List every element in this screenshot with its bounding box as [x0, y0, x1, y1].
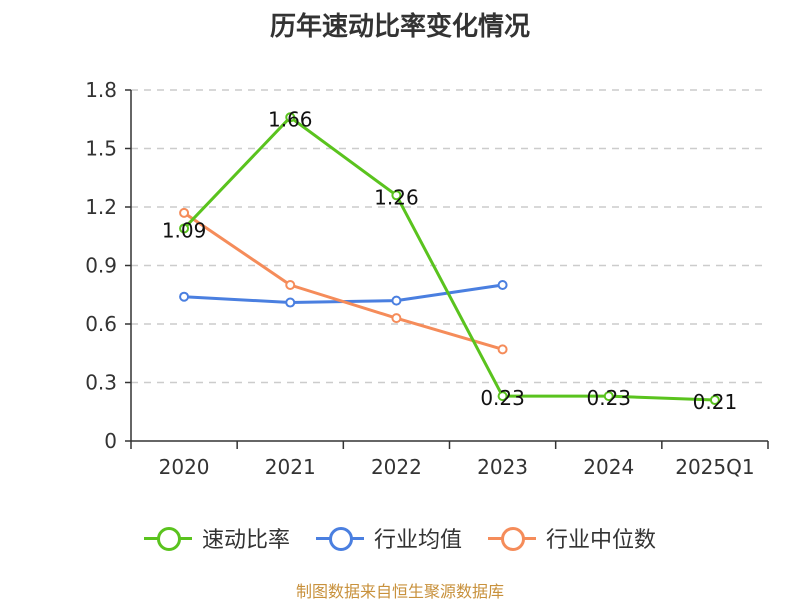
data-point [497, 280, 508, 290]
data-point [179, 207, 190, 218]
data-label: 1.26 [374, 185, 419, 209]
data-label: 0.21 [693, 390, 738, 414]
data-point [497, 344, 508, 355]
x-tick-label: 2025Q1 [675, 455, 754, 479]
y-tick-label: 1.8 [85, 78, 117, 102]
data-point [285, 297, 296, 308]
series-line [182, 115, 715, 402]
data-point [391, 313, 402, 324]
data-point [391, 295, 402, 306]
legend-swatch-industry-mean [315, 526, 364, 551]
series-line [183, 211, 504, 351]
y-tick-label: 0.3 [85, 371, 117, 395]
data-point [603, 391, 614, 402]
legend: 速动比率 行业均值 行业中位数 [0, 520, 800, 556]
data-point [285, 112, 296, 123]
legend-item-industry-median[interactable]: 行业中位数 [488, 520, 656, 556]
source-note: 制图数据来自恒生聚源数据库 [295, 582, 504, 601]
x-tick-label: 2021 [265, 455, 316, 479]
data-label: 0.23 [480, 386, 525, 410]
x-tick-label: 2023 [477, 455, 528, 479]
legend-label-quick-ratio: 速动比率 [201, 528, 290, 553]
data-point [285, 280, 296, 290]
y-tick-label: 0.9 [85, 254, 117, 278]
data-label: 1.09 [162, 218, 207, 242]
legend-label-industry-mean: 行业均值 [373, 528, 462, 553]
legend-item-industry-mean[interactable]: 行业均值 [315, 520, 462, 556]
y-tick-label: 0.6 [85, 312, 117, 336]
data-label: 1.66 [268, 107, 313, 131]
data-point [497, 391, 508, 402]
legend-swatch-industry-median [488, 526, 536, 551]
y-tick-label: 0 [104, 429, 117, 453]
x-tick-label: 2022 [371, 455, 422, 479]
legend-item-quick-ratio[interactable]: 速动比率 [143, 520, 290, 556]
x-tick-label: 2024 [583, 455, 634, 479]
y-tick-label: 1.5 [85, 137, 117, 161]
data-point [179, 223, 190, 234]
data-point [179, 291, 190, 302]
data-point [391, 190, 402, 201]
data-point [709, 395, 720, 406]
data-label: 0.23 [586, 386, 631, 410]
series-line [184, 283, 503, 305]
legend-swatch-quick-ratio [143, 526, 192, 551]
x-tick-label: 2020 [159, 455, 210, 479]
chart-title: 历年速动比率变化情况 [269, 12, 530, 42]
legend-label-industry-median: 行业中位数 [546, 528, 657, 553]
y-tick-label: 1.2 [85, 195, 117, 219]
